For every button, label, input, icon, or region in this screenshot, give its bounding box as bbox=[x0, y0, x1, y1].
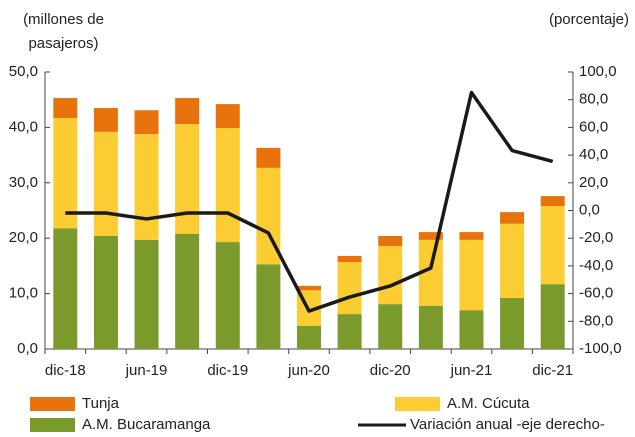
y2-tick-label: -20,0 bbox=[579, 229, 613, 246]
bar-segment bbox=[378, 235, 403, 246]
y-tick-label: 40,0 bbox=[9, 118, 38, 135]
x-tick-label: dic-19 bbox=[207, 362, 248, 379]
y2-tick-label: -40,0 bbox=[579, 257, 613, 274]
bar-segment bbox=[459, 310, 484, 349]
y2-tick-label: 0,0 bbox=[579, 201, 600, 218]
bar-segment bbox=[540, 206, 565, 285]
line-series bbox=[65, 90, 554, 313]
bar-segment bbox=[134, 110, 159, 135]
y-tick-label: 10,0 bbox=[9, 285, 38, 302]
bar-segment bbox=[93, 131, 118, 236]
bar-segment bbox=[378, 304, 403, 349]
x-tick-label: jun-20 bbox=[287, 362, 330, 379]
x-tick-label: dic-18 bbox=[45, 362, 86, 379]
y2-tick-label: -100,0 bbox=[579, 340, 622, 357]
bar-segment bbox=[378, 245, 403, 305]
legend-label: Variación anual -eje derecho- bbox=[410, 416, 605, 433]
y-tick-label: 20,0 bbox=[9, 229, 38, 246]
bar-segment bbox=[500, 298, 525, 349]
x-tick-label: dic-20 bbox=[370, 362, 411, 379]
bar-segment bbox=[297, 285, 321, 291]
bar-segment bbox=[418, 305, 443, 349]
bar-segment bbox=[134, 239, 159, 349]
bar-segment bbox=[297, 325, 321, 349]
bar-segment bbox=[500, 212, 525, 224]
y2-tick-label: 60,0 bbox=[579, 118, 608, 135]
bar-segment bbox=[93, 108, 118, 132]
bar-segment bbox=[134, 134, 159, 240]
legend-swatch bbox=[395, 397, 440, 411]
bar-segment bbox=[256, 147, 281, 168]
x-tick-label: jun-19 bbox=[125, 362, 168, 379]
bar-segment bbox=[53, 117, 78, 229]
bar-segment bbox=[93, 235, 118, 349]
bar-segment bbox=[540, 196, 565, 207]
bar-segment bbox=[459, 232, 484, 240]
bar-segment bbox=[53, 98, 78, 118]
bar-segment bbox=[215, 242, 240, 349]
bar-segment bbox=[53, 228, 78, 349]
y2-axis-label: (porcentaje) bbox=[548, 11, 629, 28]
y2-tick-label: 20,0 bbox=[579, 174, 608, 191]
legend-swatch bbox=[30, 397, 75, 411]
y2-tick-label: 100,0 bbox=[579, 63, 617, 80]
bar-segment bbox=[337, 262, 362, 315]
x-tick-label: jun-21 bbox=[450, 362, 493, 379]
y2-tick-label: 80,0 bbox=[579, 91, 608, 108]
bar-segment bbox=[337, 314, 362, 349]
y2-tick-label: -60,0 bbox=[579, 285, 613, 302]
bar-segment bbox=[215, 104, 240, 128]
y2-tick-label: 40,0 bbox=[579, 146, 608, 163]
bar-segment bbox=[215, 127, 240, 243]
bar-segment bbox=[337, 255, 362, 263]
bar-segment bbox=[540, 284, 565, 349]
bar-segment bbox=[256, 264, 281, 349]
bar-segment bbox=[418, 232, 443, 240]
bar-segment bbox=[175, 98, 200, 125]
legend-label: A.M. Bucaramanga bbox=[82, 416, 211, 433]
legend-label: Tunja bbox=[82, 395, 120, 412]
bar-segment bbox=[175, 233, 200, 349]
legend-swatch bbox=[30, 418, 75, 432]
y-tick-label: 30,0 bbox=[9, 174, 38, 191]
bar-segment bbox=[459, 239, 484, 311]
y-axis-label: (millones de pasajeros) bbox=[23, 11, 104, 52]
x-tick-label: dic-21 bbox=[532, 362, 573, 379]
bar-segment bbox=[500, 223, 525, 299]
legend-label: A.M. Cúcuta bbox=[447, 395, 530, 412]
bar-segment bbox=[175, 124, 200, 234]
y-tick-label: 0,0 bbox=[17, 340, 38, 357]
y-tick-label: 50,0 bbox=[9, 63, 38, 80]
y2-tick-label: -80,0 bbox=[579, 312, 613, 329]
